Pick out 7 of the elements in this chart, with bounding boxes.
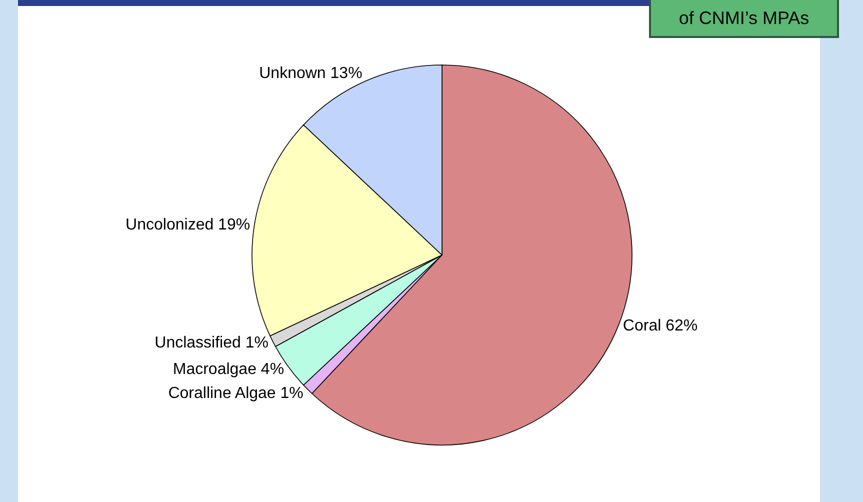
slice-label: Macroalgae 4%: [172, 361, 284, 378]
slice-label: Coral 62%: [622, 318, 698, 335]
slice-label: Unknown 13%: [259, 64, 362, 82]
slice-label: Uncolonized 19%: [126, 216, 250, 234]
text: of CNMI’s MPAs: [678, 8, 810, 28]
slice-label: Coralline Algae 1%: [168, 385, 304, 402]
slice-label: Unclassified 1%: [154, 334, 268, 352]
